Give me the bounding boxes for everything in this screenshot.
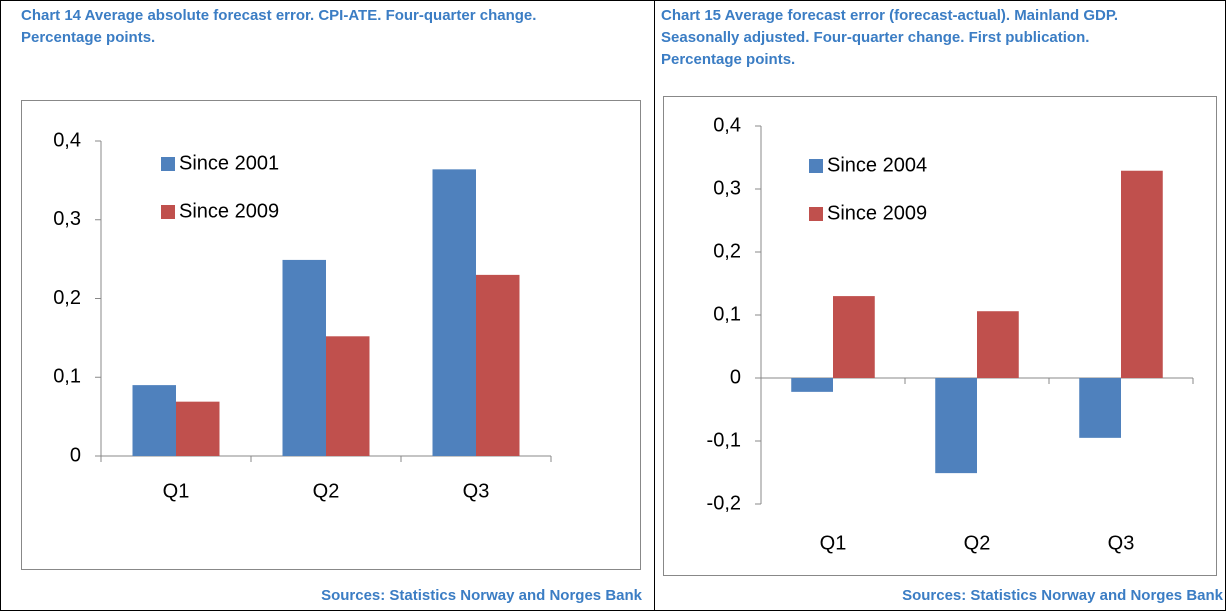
legend-swatch	[161, 157, 175, 171]
chart-frame	[21, 100, 641, 570]
chart-title: Chart 14 Average absolute forecast error…	[21, 7, 537, 46]
legend-swatch	[809, 207, 823, 221]
y-tick-label: 0,4	[53, 129, 81, 151]
bar	[132, 385, 176, 456]
bar	[326, 336, 370, 456]
legend-label: Since 2004	[827, 154, 927, 176]
chart-cell: Chart 14 Average absolute forecast error…	[1, 1, 655, 610]
x-tick-label: Q3	[463, 480, 490, 502]
y-tick-label: 0	[70, 444, 81, 466]
chart-cell: Chart 15 Average forecast error (forecas…	[655, 1, 1225, 610]
legend-swatch	[809, 159, 823, 173]
legend-label: Since 2009	[179, 200, 279, 222]
legend-swatch	[161, 205, 175, 219]
chart: -0,2 -0,1 0 0,1 0,2 0,3 0,4 Q1 Q2 Q3 Since 2004 Sin…	[663, 96, 1217, 576]
chart-title: Chart 15 Average forecast error (forecas…	[661, 7, 1119, 68]
y-tick-label: 0	[730, 366, 741, 388]
bar	[935, 378, 977, 474]
y-tick-label: -0,2	[707, 492, 741, 514]
bar	[476, 274, 520, 456]
source: Sources: Statistics Norway and Norges Ba…	[902, 587, 1223, 604]
bar	[791, 378, 833, 392]
bar	[977, 311, 1019, 378]
y-tick-label: 0,4	[713, 114, 741, 136]
y-tick-label: 0,2	[713, 240, 741, 262]
x-tick-label: Q1	[163, 480, 190, 502]
bar	[176, 401, 220, 456]
x-tick-label: Q3	[1108, 532, 1135, 554]
y-tick-label: 0,3	[53, 208, 81, 230]
x-tick-label: Q1	[820, 532, 847, 554]
bar	[833, 296, 875, 378]
bar	[1121, 170, 1163, 378]
y-tick-label: -0,1	[707, 429, 741, 451]
bar	[1079, 378, 1121, 438]
source: Sources: Statistics Norway and Norges Ba…	[321, 587, 642, 604]
chart: 0 0,1 0,2 0,3 0,4 Q1 Q2 Q3 Since 2001 Since 2009	[21, 100, 641, 570]
legend-label: Since 2009	[827, 202, 927, 224]
x-tick-label: Q2	[313, 480, 340, 502]
y-tick-label: 0,1	[53, 366, 81, 388]
x-tick-label: Q2	[964, 532, 991, 554]
legend-label: Since 2001	[179, 152, 279, 174]
y-tick-label: 0,1	[713, 303, 741, 325]
y-tick-label: 0,2	[53, 287, 81, 309]
bar	[432, 169, 476, 456]
bar	[282, 259, 326, 456]
y-tick-label: 0,3	[713, 177, 741, 199]
